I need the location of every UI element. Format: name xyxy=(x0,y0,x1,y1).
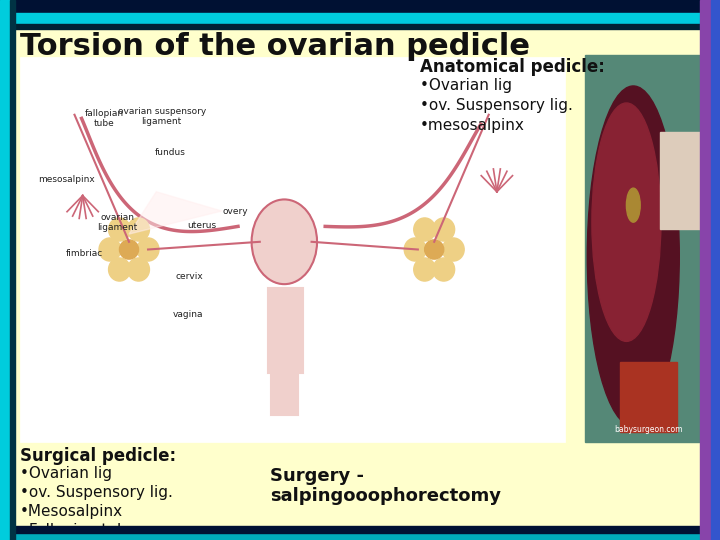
Text: vagina: vagina xyxy=(173,310,203,320)
Text: uterus: uterus xyxy=(187,221,216,230)
Text: •Fallopian tube: •Fallopian tube xyxy=(20,523,136,538)
Ellipse shape xyxy=(414,258,436,281)
Ellipse shape xyxy=(109,258,130,281)
Bar xyxy=(660,132,700,229)
Ellipse shape xyxy=(404,238,426,261)
Bar xyxy=(10,0,15,540)
Text: ovarian suspensory
ligament: ovarian suspensory ligament xyxy=(117,107,206,126)
Text: fallopian
tube: fallopian tube xyxy=(85,109,124,129)
Text: cervix: cervix xyxy=(175,272,203,281)
Text: •Ovarian lig: •Ovarian lig xyxy=(20,466,112,481)
Bar xyxy=(0,0,10,540)
Ellipse shape xyxy=(626,188,640,222)
Text: salpingooophorectomy: salpingooophorectomy xyxy=(270,487,501,505)
Ellipse shape xyxy=(251,199,317,284)
Ellipse shape xyxy=(99,238,121,261)
Bar xyxy=(268,288,303,373)
Text: ovarian
ligament: ovarian ligament xyxy=(97,213,137,232)
Ellipse shape xyxy=(433,258,454,281)
Bar xyxy=(0,13,720,24)
Ellipse shape xyxy=(425,240,444,259)
Text: Anatomical pedicle:: Anatomical pedicle: xyxy=(420,58,605,76)
Ellipse shape xyxy=(109,218,130,241)
Bar xyxy=(0,0,720,13)
Ellipse shape xyxy=(442,238,464,261)
Ellipse shape xyxy=(414,218,436,241)
Polygon shape xyxy=(129,192,222,234)
Text: overy: overy xyxy=(222,207,248,216)
Bar xyxy=(619,362,677,432)
Bar xyxy=(0,526,720,533)
Ellipse shape xyxy=(433,218,454,241)
Bar xyxy=(271,369,298,415)
Ellipse shape xyxy=(138,238,159,261)
Bar xyxy=(20,57,565,442)
Ellipse shape xyxy=(127,218,150,241)
Bar xyxy=(0,533,720,540)
Text: •Mesosalpinx: •Mesosalpinx xyxy=(20,504,123,519)
Text: mesosalpinx: mesosalpinx xyxy=(38,175,95,184)
Ellipse shape xyxy=(127,258,150,281)
Text: Torsion of the ovarian pedicle: Torsion of the ovarian pedicle xyxy=(20,32,530,61)
Bar xyxy=(711,0,720,540)
Text: •Ovarian lig: •Ovarian lig xyxy=(420,78,512,93)
Ellipse shape xyxy=(588,86,679,427)
Text: Surgical pedicle:: Surgical pedicle: xyxy=(20,447,176,465)
Bar xyxy=(700,0,711,540)
Text: •ov. Suspensory lig.: •ov. Suspensory lig. xyxy=(420,98,573,113)
Text: •ov. Suspensory lig.: •ov. Suspensory lig. xyxy=(20,485,173,500)
Text: fimbriac: fimbriac xyxy=(66,249,103,258)
Ellipse shape xyxy=(592,103,661,341)
Bar xyxy=(585,55,700,442)
Text: •mesosalpinx: •mesosalpinx xyxy=(420,118,525,133)
Ellipse shape xyxy=(120,240,138,259)
Text: Surgery -: Surgery - xyxy=(270,467,364,485)
Bar xyxy=(0,24,720,29)
Text: babysurgeon.com: babysurgeon.com xyxy=(614,425,683,434)
Text: fundus: fundus xyxy=(154,148,185,157)
